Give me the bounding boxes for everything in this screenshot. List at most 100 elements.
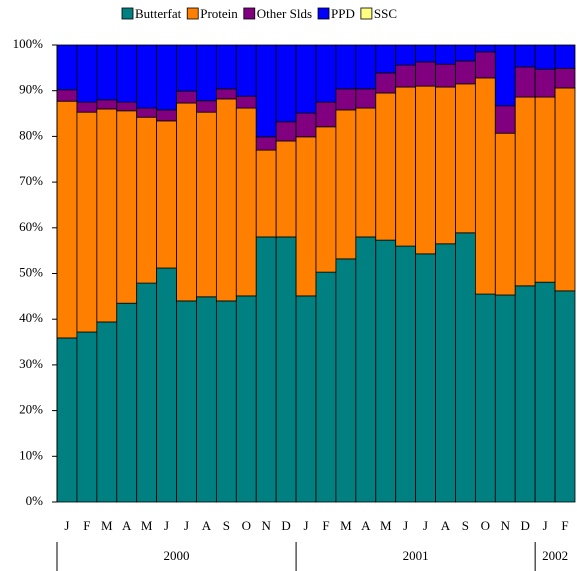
- bar-segment: [355, 88, 377, 109]
- x-tick-label: F: [322, 518, 329, 533]
- bar-segment: [136, 116, 158, 284]
- x-tick-label: D: [281, 518, 290, 533]
- bar-segment: [255, 136, 277, 151]
- x-tick-label: N: [501, 518, 511, 533]
- y-tick-label: 50%: [19, 264, 43, 279]
- bar-segment: [435, 243, 456, 503]
- bar-segment: [156, 109, 177, 122]
- x-tick-label: A: [441, 518, 451, 533]
- x-tick-label: F: [561, 518, 568, 533]
- x-tick-label: A: [122, 518, 132, 533]
- legend-swatch: [186, 7, 199, 20]
- bar-segment: [56, 100, 78, 339]
- x-tick-label: A: [202, 518, 212, 533]
- bar-segment: [494, 132, 516, 296]
- bar-segment: [315, 101, 337, 128]
- bar-segment: [415, 85, 436, 255]
- x-tick-label: A: [361, 518, 371, 533]
- legend-label: SSC: [374, 6, 397, 21]
- bar-segment: [455, 83, 476, 234]
- bar-segment: [295, 136, 317, 297]
- bar-segment: [534, 44, 556, 70]
- bar-segment: [375, 72, 397, 94]
- x-tick-label: M: [141, 518, 153, 533]
- bar-segment: [196, 44, 217, 102]
- y-tick-label: 90%: [19, 82, 43, 97]
- bar-segment: [275, 236, 297, 503]
- bar-segment: [275, 121, 297, 142]
- y-tick-label: 20%: [19, 402, 43, 417]
- x-tick-label: J: [543, 518, 548, 533]
- y-tick-label: 60%: [19, 219, 43, 234]
- bar-segment: [455, 232, 476, 503]
- x-tick-label: O: [242, 518, 251, 533]
- bar-segment: [514, 44, 536, 68]
- bar-segment: [136, 44, 158, 109]
- bar-segment: [435, 86, 456, 245]
- bar-segment: [275, 140, 297, 238]
- bar-segment: [395, 86, 417, 247]
- x-tick-label: N: [261, 518, 271, 533]
- bar-segment: [235, 95, 257, 109]
- bar-segment: [534, 68, 556, 98]
- bar-segment: [355, 107, 377, 238]
- bar-segment: [554, 44, 576, 69]
- bar-segment: [295, 44, 317, 114]
- legend-swatch: [243, 7, 256, 20]
- bar-segment: [415, 253, 436, 503]
- bar-segment: [116, 101, 138, 112]
- bar-segment: [355, 44, 377, 90]
- bar-segment: [255, 44, 277, 138]
- bar-segment: [116, 110, 138, 304]
- y-tick-label: 0%: [26, 493, 44, 508]
- bar-segment: [554, 290, 576, 503]
- bar-segment: [295, 295, 317, 503]
- legend-swatch: [360, 7, 373, 20]
- bar-segment: [494, 294, 516, 503]
- bar-segment: [255, 149, 277, 238]
- bar-segment: [215, 44, 237, 90]
- bar-segment: [415, 44, 436, 63]
- year-label: 2002: [542, 548, 568, 563]
- x-tick-label: S: [462, 518, 469, 533]
- bar-segment: [494, 105, 516, 134]
- bar-segment: [375, 239, 397, 503]
- bar-segment: [435, 44, 456, 65]
- bar-segment: [176, 102, 197, 302]
- bar-segment: [215, 88, 237, 100]
- legend-label: Protein: [200, 6, 238, 21]
- y-tick-label: 70%: [19, 173, 43, 188]
- x-tick-label: J: [423, 518, 428, 533]
- bar-segment: [96, 321, 118, 503]
- bar-segment: [375, 44, 397, 74]
- bar-segment: [235, 295, 257, 503]
- x-tick-label: J: [164, 518, 169, 533]
- y-tick-label: 10%: [19, 447, 43, 462]
- bar-segment: [295, 112, 317, 138]
- bar-segment: [56, 89, 78, 102]
- bar-segment: [76, 44, 98, 103]
- bar-segment: [96, 44, 118, 101]
- y-tick-label: 30%: [19, 356, 43, 371]
- bar-segment: [494, 44, 516, 107]
- bar-segment: [176, 44, 197, 92]
- bar-segment: [315, 271, 337, 503]
- bar-segment: [395, 245, 417, 503]
- bar-segment: [235, 107, 257, 297]
- bar-segment: [116, 302, 138, 503]
- x-tick-label: O: [481, 518, 490, 533]
- bar-segment: [375, 92, 397, 241]
- x-tick-label: S: [223, 518, 230, 533]
- bar-segment: [474, 293, 496, 503]
- bar-segment: [76, 331, 98, 503]
- bar-segment: [335, 44, 357, 90]
- x-tick-label: M: [340, 518, 352, 533]
- bar-segment: [514, 96, 536, 287]
- year-label: 2001: [403, 548, 429, 563]
- bar-segment: [335, 258, 357, 503]
- y-tick-label: 100%: [13, 36, 44, 51]
- bar-segment: [56, 337, 78, 503]
- bar-segment: [116, 44, 138, 103]
- y-tick-label: 80%: [19, 127, 43, 142]
- bar-segment: [136, 107, 158, 118]
